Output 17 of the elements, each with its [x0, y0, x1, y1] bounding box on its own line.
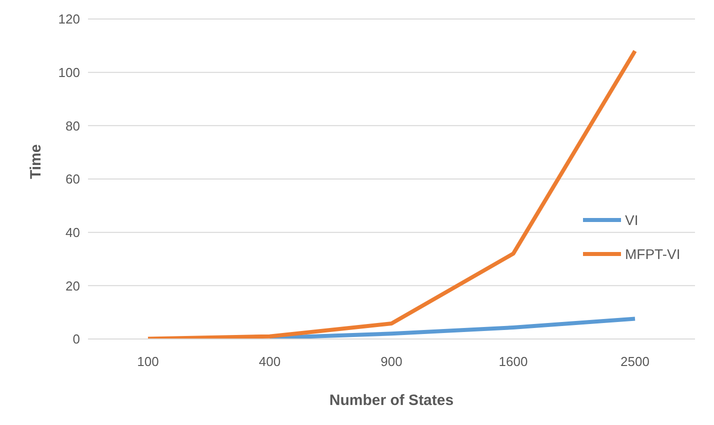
x-tick-label: 1600	[498, 354, 528, 370]
y-tick-label: 120	[58, 12, 80, 27]
x-tick-label: 900	[380, 354, 402, 370]
y-tick-label: 20	[66, 278, 80, 294]
x-tick-label: 100	[137, 354, 159, 370]
x-axis-title: Number of States	[329, 392, 454, 409]
line-series	[268, 316, 637, 339]
y-tick-label: 40	[66, 224, 80, 240]
y-tick-label: 100	[58, 64, 80, 80]
x-tick-label: 2500	[620, 354, 650, 370]
x-tick-label: 400	[258, 354, 281, 370]
y-tick-label: 0	[72, 332, 80, 347]
y-tick-label: 80	[66, 118, 80, 134]
y-tick-label: 60	[66, 172, 80, 187]
legend-label: VI	[625, 212, 638, 228]
legend-label: MFPT-VI	[625, 246, 680, 262]
y-axis-title: Time	[27, 144, 44, 179]
